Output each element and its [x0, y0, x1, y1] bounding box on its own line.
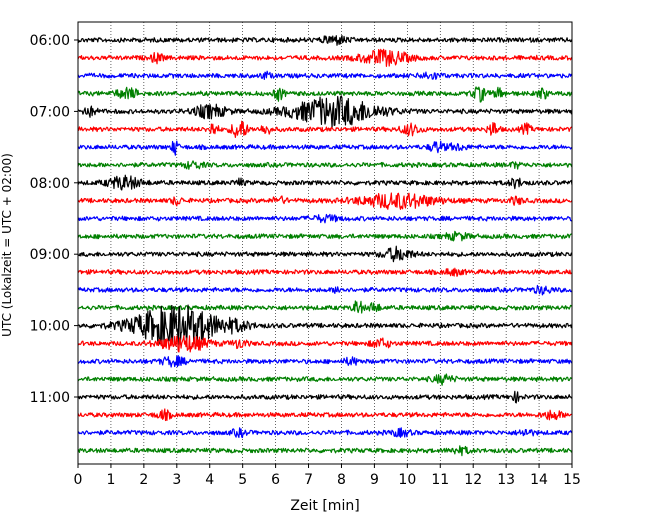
x-tick-label-3: 3 [172, 472, 181, 488]
trace-0930 [77, 284, 573, 296]
x-tick-label-4: 4 [205, 472, 214, 488]
x-tick-label-8: 8 [337, 472, 346, 488]
x-tick-label-11: 11 [431, 472, 449, 488]
trace-0800 [77, 174, 573, 191]
y-tick-label-10:00: 10:00 [30, 319, 70, 335]
trace-0915 [77, 267, 573, 277]
x-tick-label-9: 9 [370, 472, 379, 488]
trace-0700 [77, 95, 573, 129]
y-tick-label-06:00: 06:00 [30, 33, 70, 49]
trace-0945 [77, 300, 573, 314]
trace-1030 [77, 355, 573, 368]
trace-0615 [77, 48, 573, 67]
x-tick-label-6: 6 [271, 472, 280, 488]
x-axis-label: Zeit [min] [290, 498, 359, 514]
x-tick-label-1: 1 [106, 472, 115, 488]
x-tick-label-10: 10 [398, 472, 416, 488]
y-tick-label-09:00: 09:00 [30, 247, 70, 263]
x-tick-label-0: 0 [74, 472, 83, 488]
traces [77, 34, 573, 457]
x-tick-label-13: 13 [497, 472, 515, 488]
trace-1130 [77, 427, 573, 439]
y-tick-label-08:00: 08:00 [30, 176, 70, 192]
trace-1045 [77, 373, 573, 386]
x-tick-label-2: 2 [139, 472, 148, 488]
x-axis: 0 1 2 3 4 5 6 7 8 9 10 11 12 13 14 15 [74, 464, 581, 488]
trace-0830 [77, 213, 573, 224]
trace-1145 [77, 445, 573, 457]
x-tick-label-12: 12 [464, 472, 482, 488]
x-tick-label-7: 7 [304, 472, 313, 488]
trace-1100 [77, 390, 573, 404]
y-tick-label-11:00: 11:00 [30, 390, 70, 406]
trace-1115 [77, 408, 573, 422]
plot-frame [77, 21, 573, 465]
trace-0815 [77, 192, 573, 210]
trace-0745 [77, 160, 573, 170]
x-tick-label-15: 15 [563, 472, 581, 488]
trace-0600 [77, 34, 573, 46]
y-axis: 06:00 07:00 08:00 09:00 10:00 11:00 [30, 33, 78, 406]
x-tick-label-14: 14 [530, 472, 548, 488]
plot-background [78, 22, 572, 464]
x-tick-label-5: 5 [238, 472, 247, 488]
trace-1015 [77, 335, 573, 353]
trace-0715 [77, 120, 573, 138]
trace-0845 [77, 230, 573, 242]
trace-0730 [77, 140, 573, 156]
trace-0645 [77, 86, 573, 103]
y-tick-label-07:00: 07:00 [30, 104, 70, 120]
trace-0630 [77, 70, 573, 81]
y-axis-label: UTC (Lokalzeit = UTC + 02:00) [0, 153, 14, 337]
trace-0900 [77, 245, 573, 263]
